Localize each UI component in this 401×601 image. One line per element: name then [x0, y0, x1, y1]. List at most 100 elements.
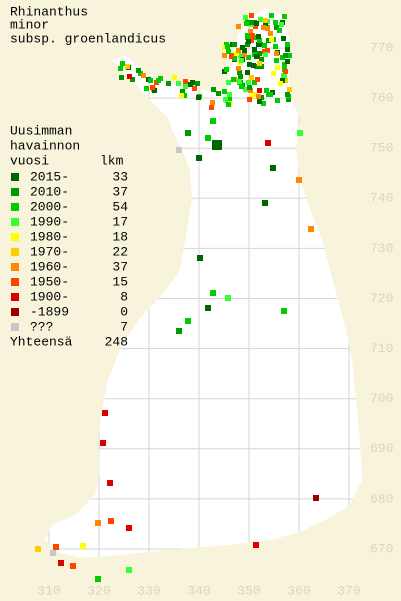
finland-shape [45, 8, 362, 558]
observation-square [119, 75, 124, 80]
legend-label: 1900- [30, 289, 69, 304]
observation-square [253, 542, 259, 548]
legend-count: 54 [112, 199, 128, 214]
observation-square [251, 63, 256, 68]
observation-square [222, 89, 227, 94]
observation-square [80, 543, 86, 549]
observation-square [257, 88, 262, 93]
labels: Rhinanthus minor subsp. groenlandicus Uu… [10, 4, 393, 598]
observation-square [118, 66, 123, 71]
observation-square [136, 68, 141, 73]
observation-square [102, 410, 108, 416]
legend-count: 37 [112, 259, 128, 274]
observation-square [158, 76, 163, 81]
observation-square [226, 102, 231, 107]
observation-square [297, 130, 303, 136]
observation-square [250, 33, 255, 38]
legend-swatch [11, 173, 19, 181]
observation-square [138, 71, 143, 76]
observation-square [249, 38, 254, 43]
observation-square [108, 518, 114, 524]
observation-square [271, 71, 276, 76]
title-line: minor [10, 17, 49, 32]
observation-square [53, 544, 59, 550]
observation-square [250, 94, 255, 99]
observation-square [95, 576, 101, 582]
observation-square [268, 31, 273, 36]
observation-square [226, 49, 231, 54]
legend-count: 15 [112, 274, 128, 289]
observation-square [285, 42, 290, 47]
observation-square [212, 140, 222, 150]
observation-square [58, 560, 64, 566]
observation-square [308, 226, 314, 232]
observation-square [281, 308, 287, 314]
x-tick-label: 310 [37, 583, 60, 598]
observation-square [225, 44, 230, 49]
observation-square [234, 51, 239, 56]
observation-square [282, 62, 287, 67]
observation-square [255, 77, 260, 82]
observation-square [227, 97, 232, 102]
observation-square [281, 36, 286, 41]
observation-square [274, 25, 279, 30]
observation-square [176, 328, 182, 334]
observation-square [259, 64, 264, 69]
observation-square [261, 101, 266, 106]
observation-square [205, 135, 211, 141]
observation-square [246, 80, 251, 85]
legend-label: 1970- [30, 244, 69, 259]
observation-square [166, 81, 171, 86]
observation-square [273, 44, 278, 49]
legend-label: ??? [30, 319, 53, 334]
legend-swatch [11, 263, 19, 271]
observation-square [313, 495, 319, 501]
observation-square [242, 52, 247, 57]
legend-count: 0 [120, 304, 128, 319]
observation-square [246, 39, 251, 44]
observation-square [243, 15, 248, 20]
observation-square [180, 89, 185, 94]
observation-square [268, 92, 273, 97]
observation-square [262, 200, 268, 206]
observation-square [70, 563, 76, 569]
observation-square [144, 86, 149, 91]
legend-count: 37 [112, 184, 128, 199]
legend-count: 17 [112, 214, 128, 229]
observation-square [252, 47, 257, 52]
y-tick-label: 720 [370, 291, 393, 306]
observation-square [266, 38, 271, 43]
observation-square [243, 87, 248, 92]
legend-header: Uusimman [10, 123, 72, 138]
observation-square [238, 53, 243, 58]
observation-square [222, 53, 227, 58]
observation-square [239, 58, 244, 63]
observation-square [253, 24, 258, 29]
observation-square [239, 84, 244, 89]
observation-square [270, 165, 276, 171]
observation-square [148, 78, 153, 83]
y-tick-label: 710 [370, 341, 393, 356]
observation-square [286, 97, 291, 102]
legend-label: 2015- [30, 169, 69, 184]
observation-square [247, 85, 252, 90]
observation-square [205, 305, 211, 311]
observation-square [100, 440, 106, 446]
observation-square [252, 80, 257, 85]
observation-square [259, 95, 264, 100]
observation-square [107, 480, 113, 486]
legend-swatch [11, 233, 19, 241]
legend-count: 22 [112, 244, 128, 259]
legend-count-header: lkm [100, 153, 124, 168]
legend-count: 8 [120, 289, 128, 304]
x-tick-label: 320 [87, 583, 110, 598]
observation-square [256, 34, 261, 39]
observation-square [227, 92, 232, 97]
legend-label: 2010- [30, 184, 69, 199]
observation-square [262, 49, 267, 54]
legend-swatch [11, 278, 19, 286]
observations [35, 13, 319, 582]
observation-square [257, 99, 262, 104]
observation-square [254, 64, 259, 69]
